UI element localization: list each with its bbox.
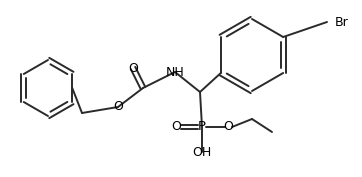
Text: Br: Br [335, 16, 349, 28]
Text: OH: OH [192, 145, 212, 158]
Text: P: P [198, 121, 206, 133]
Text: O: O [128, 61, 138, 75]
Text: O: O [113, 101, 123, 113]
Text: O: O [171, 121, 181, 133]
Text: O: O [223, 121, 233, 133]
Text: NH: NH [166, 65, 184, 79]
